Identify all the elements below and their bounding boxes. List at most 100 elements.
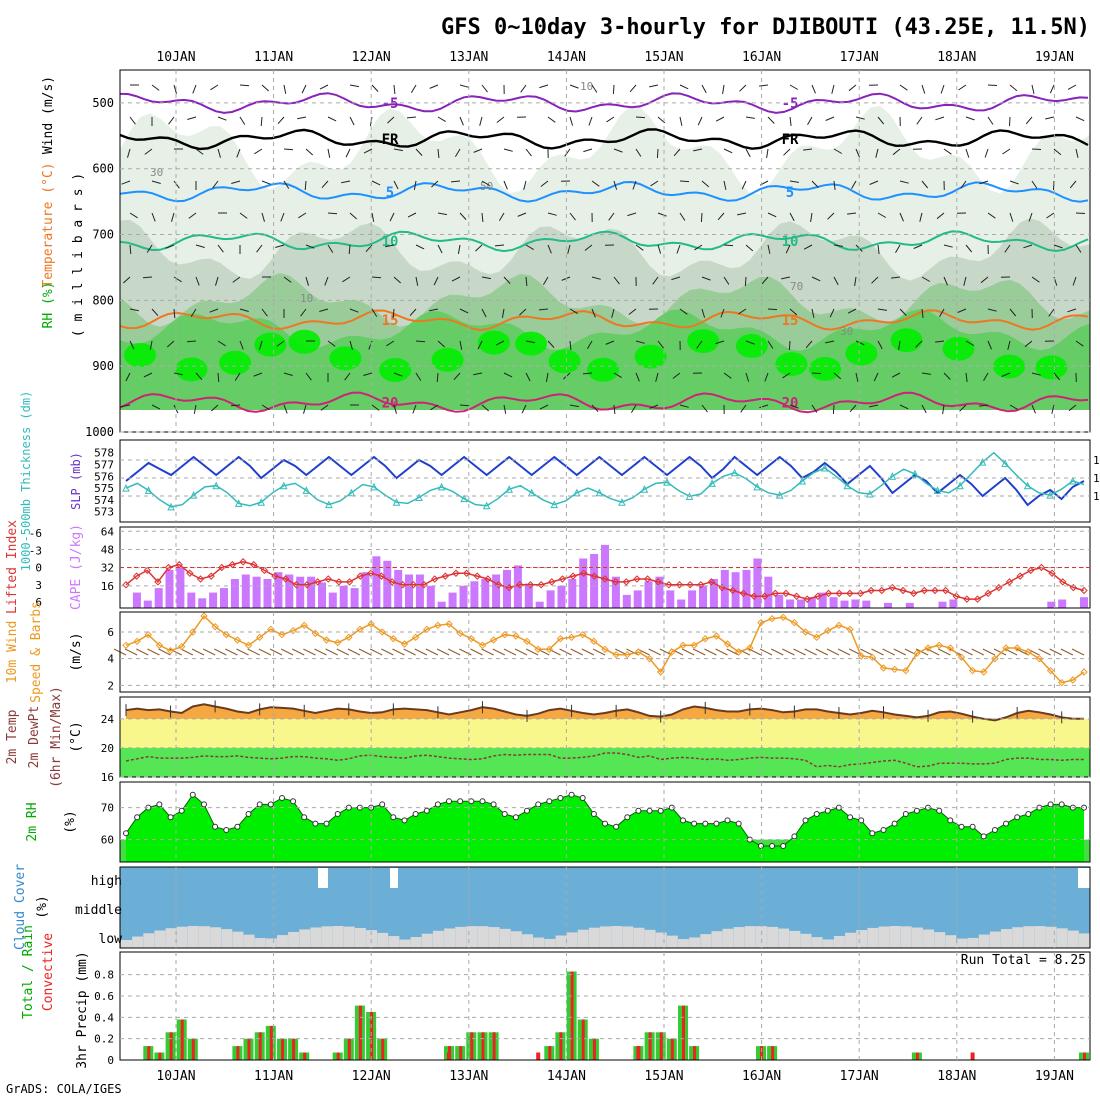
rh-marker [391,815,396,820]
low-cloud-bar [878,927,889,948]
low-cloud-bar [656,932,667,948]
temp-yellow-band [120,719,1090,748]
rh-marker [402,818,407,823]
rh-marker [324,821,329,826]
precip-rain-bar [548,1046,551,1060]
rh-marker [502,812,507,817]
rh-high-blob [254,333,286,357]
rh-marker [1048,802,1053,807]
precip-tick-label: 0.4 [94,1011,114,1024]
low-cloud-bar [1034,926,1045,948]
low-cloud-bar [711,931,722,948]
rh-marker [335,812,340,817]
low-cloud-bar [756,926,767,948]
low-cloud-bar [678,939,689,948]
rh-marker [591,812,596,817]
rh-tick-label: 70 [101,802,114,815]
rh-contour-label: 70 [790,280,803,293]
cape-bar [416,575,424,609]
low-cloud-bar [1068,931,1079,948]
cape-bar [743,570,751,608]
precip-convective-bar [536,1053,540,1061]
rh-marker [658,808,663,813]
rh-marker [903,812,908,817]
upper-wind-barb [636,117,645,118]
rh-tick-label: 60 [101,834,114,847]
rh-marker [179,808,184,813]
cape-bar [340,586,348,608]
dewpoint-axis-label: 2m DewPt [27,706,42,769]
precip-convective-axis-label: Convective [41,933,56,1011]
bottom-date-label: 15JAN [644,1069,683,1084]
pressure-tick-label: 700 [92,228,114,242]
cape-bar [492,575,500,609]
rh-high-blob [432,348,464,372]
wind-units-label: (m/s) [69,632,84,671]
rh-marker [313,821,318,826]
low-cloud-bar [934,932,945,948]
precip-rain-bar [381,1039,384,1060]
lifted-index-axis-label: Lifted Index [5,520,20,614]
low-cloud-bar [622,926,633,948]
rh-marker [603,821,608,826]
low-cloud-bar [399,940,410,948]
low-cloud-bar [377,933,388,948]
rh-marker [781,844,786,849]
rh-marker [157,802,162,807]
low-cloud-bar [533,938,544,948]
high-cloud-gap [1078,868,1098,888]
chart-title: GFS 0~10day 3-hourly for DJIBOUTI (43.25… [441,15,1090,40]
precip-rain-bar [281,1039,284,1060]
low-cloud-bar [188,926,199,948]
pressure-tick-label: 800 [92,293,114,307]
precip-rain-bar [660,1032,663,1060]
rh-marker [257,802,262,807]
rh-high-blob [809,357,841,381]
rh-marker [970,824,975,829]
cape-bar [296,577,304,608]
top-date-label: 14JAN [547,50,586,65]
precip-rain-bar [671,1039,674,1060]
cloud-units-label: (%) [35,895,50,918]
cape-bar [176,568,184,608]
low-cloud-bar [522,934,533,948]
rh-high-blob [379,358,411,382]
wind-axis-label: Wind (m/s) [41,76,56,154]
rh-marker [424,808,429,813]
bottom-date-label: 18JAN [937,1069,976,1084]
cape-bar [481,579,489,608]
rh-marker [280,796,285,801]
rh-marker [491,802,496,807]
temperature-contour-label: 15 [782,313,799,329]
top-date-label: 13JAN [449,50,488,65]
rh-marker [937,808,942,813]
cape-bar [536,602,544,608]
low-cloud-bar [700,934,711,948]
rh-marker [435,802,440,807]
rh-marker [770,844,775,849]
low-cloud-bar [121,940,132,948]
cape-bar [307,577,315,608]
cloud-layer-label: middle [75,903,122,918]
rh-marker [981,834,986,839]
lifted-index-tick-label: 3 [35,579,42,592]
temp-tick-label: 16 [101,771,114,784]
top-date-label: 17JAN [840,50,879,65]
slp-tick-label: 1017 [1093,454,1100,467]
rh-marker [213,824,218,829]
low-cloud-bar [388,936,399,948]
rh-contour-label: 30 [150,166,163,179]
low-cloud-bar [355,928,366,948]
low-cloud-bar [979,935,990,948]
rh-marker [469,799,474,804]
low-cloud-bar [801,934,812,948]
credit-label: GrADS: COLA/IGES [6,1082,122,1096]
cape-bar [449,593,457,608]
rh-high-blob [845,341,877,365]
rh-marker [848,815,853,820]
slp-tick-label: 1011 [1093,490,1100,503]
temperature-contour-label: 15 [382,313,399,329]
precip-rain-bar [470,1032,473,1060]
low-cloud-bar [968,938,979,948]
